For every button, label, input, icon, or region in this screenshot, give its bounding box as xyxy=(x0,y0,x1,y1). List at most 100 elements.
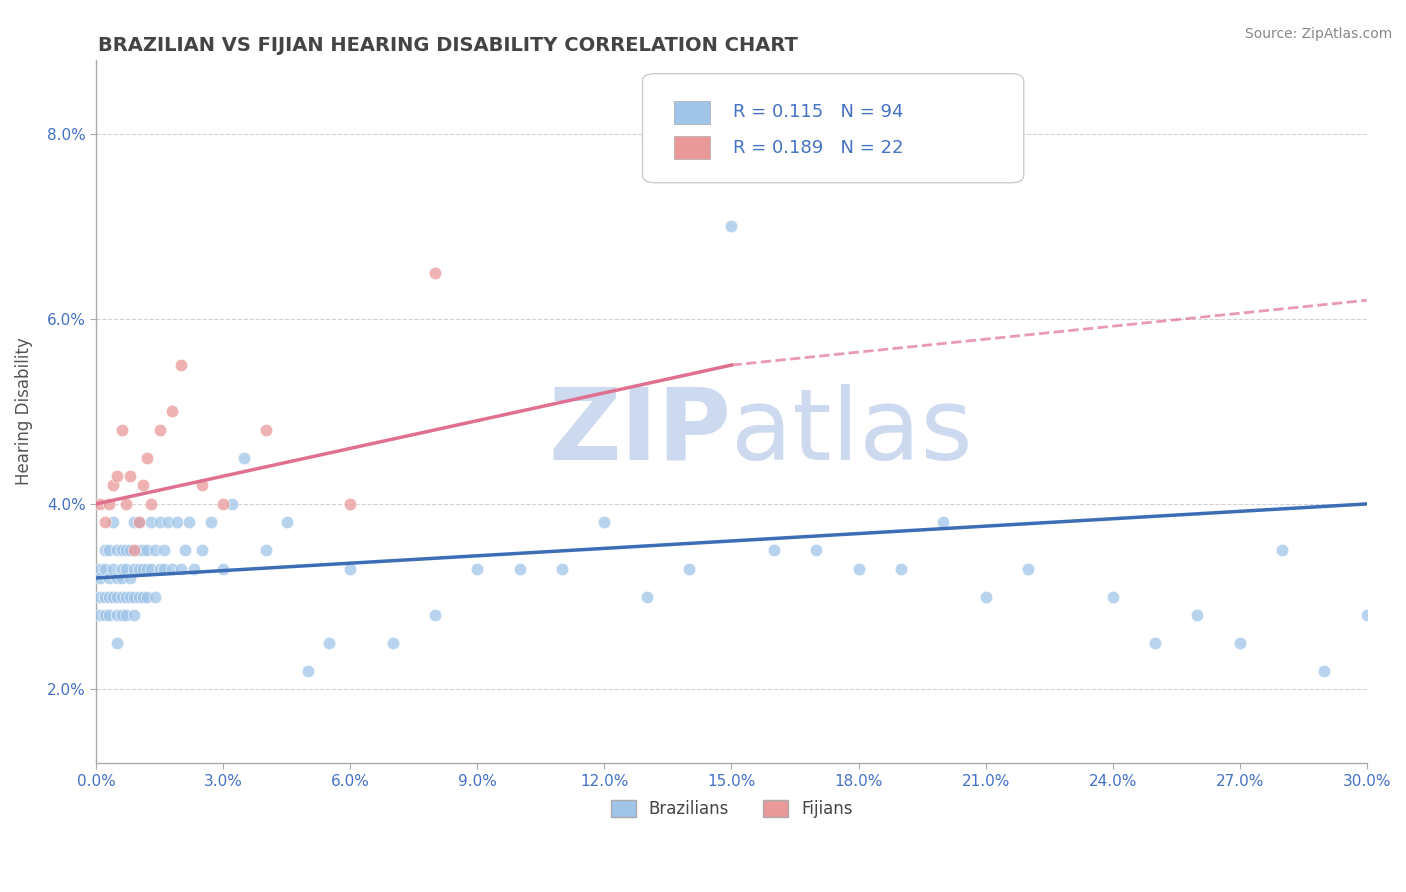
Point xyxy=(89,607,111,622)
Point xyxy=(136,590,159,604)
Text: Source: ZipAtlas.com: Source: ZipAtlas.com xyxy=(1244,27,1392,41)
Point xyxy=(89,497,111,511)
Point xyxy=(1313,664,1336,678)
Point xyxy=(551,562,574,576)
Point xyxy=(200,516,222,530)
Point xyxy=(136,543,159,558)
Point xyxy=(120,590,142,604)
Point xyxy=(170,358,193,372)
Point xyxy=(162,404,184,418)
Point xyxy=(509,562,531,576)
Point xyxy=(110,562,132,576)
Point xyxy=(890,562,912,576)
Point xyxy=(141,497,163,511)
Point xyxy=(848,562,870,576)
Point xyxy=(124,516,146,530)
Point xyxy=(1271,543,1294,558)
Point xyxy=(974,590,997,604)
Point xyxy=(97,607,120,622)
Point xyxy=(105,590,128,604)
Point xyxy=(124,590,146,604)
Point xyxy=(1101,590,1123,604)
Point xyxy=(381,636,404,650)
Point xyxy=(254,423,277,437)
Point xyxy=(636,590,658,604)
Point xyxy=(212,497,235,511)
Point xyxy=(124,543,146,558)
Text: ZIP: ZIP xyxy=(548,384,731,481)
Point xyxy=(1187,607,1209,622)
Point xyxy=(120,469,142,483)
Point xyxy=(157,516,180,530)
Point xyxy=(93,607,115,622)
Point xyxy=(101,590,124,604)
Point xyxy=(153,543,176,558)
Point xyxy=(101,478,124,492)
FancyBboxPatch shape xyxy=(643,74,1024,183)
Point xyxy=(339,497,361,511)
Point xyxy=(97,497,120,511)
Point xyxy=(93,562,115,576)
Point xyxy=(339,562,361,576)
Point xyxy=(132,590,155,604)
Point xyxy=(467,562,489,576)
Point xyxy=(221,497,243,511)
Y-axis label: Hearing Disability: Hearing Disability xyxy=(15,337,32,485)
Point xyxy=(276,516,298,530)
Point xyxy=(93,516,115,530)
Point xyxy=(105,607,128,622)
Point xyxy=(804,543,827,558)
Point xyxy=(128,516,150,530)
Point xyxy=(191,543,214,558)
Text: atlas: atlas xyxy=(731,384,973,481)
Point xyxy=(132,562,155,576)
Point xyxy=(183,562,205,576)
Text: BRAZILIAN VS FIJIAN HEARING DISABILITY CORRELATION CHART: BRAZILIAN VS FIJIAN HEARING DISABILITY C… xyxy=(98,36,799,54)
Point xyxy=(149,562,172,576)
Point xyxy=(1017,562,1039,576)
Point xyxy=(120,543,142,558)
Point xyxy=(149,423,172,437)
Point xyxy=(97,590,120,604)
Point xyxy=(101,516,124,530)
Point xyxy=(110,543,132,558)
Point xyxy=(720,219,742,234)
Legend: Brazilians, Fijians: Brazilians, Fijians xyxy=(603,794,859,825)
Point xyxy=(174,543,197,558)
Point xyxy=(593,516,616,530)
Point xyxy=(128,516,150,530)
FancyBboxPatch shape xyxy=(675,136,710,159)
Point xyxy=(254,543,277,558)
Point xyxy=(89,590,111,604)
Point xyxy=(105,636,128,650)
Point xyxy=(114,607,136,622)
Point xyxy=(318,636,340,650)
Point xyxy=(93,590,115,604)
Point xyxy=(179,516,201,530)
Point xyxy=(423,266,446,280)
Point xyxy=(136,450,159,465)
Point xyxy=(128,590,150,604)
Point xyxy=(89,562,111,576)
Point xyxy=(141,516,163,530)
Point xyxy=(114,543,136,558)
Point xyxy=(170,562,193,576)
Point xyxy=(105,571,128,585)
Point xyxy=(136,562,159,576)
Point xyxy=(97,571,120,585)
Point xyxy=(1229,636,1251,650)
Point xyxy=(124,562,146,576)
Point xyxy=(191,478,214,492)
Point xyxy=(114,590,136,604)
Point xyxy=(114,562,136,576)
Point xyxy=(145,543,167,558)
Point xyxy=(162,562,184,576)
Point xyxy=(423,607,446,622)
Point xyxy=(128,543,150,558)
Point xyxy=(212,562,235,576)
Point xyxy=(149,516,172,530)
Text: R = 0.189   N = 22: R = 0.189 N = 22 xyxy=(733,138,903,156)
Point xyxy=(145,590,167,604)
Point xyxy=(297,664,319,678)
FancyBboxPatch shape xyxy=(675,101,710,124)
